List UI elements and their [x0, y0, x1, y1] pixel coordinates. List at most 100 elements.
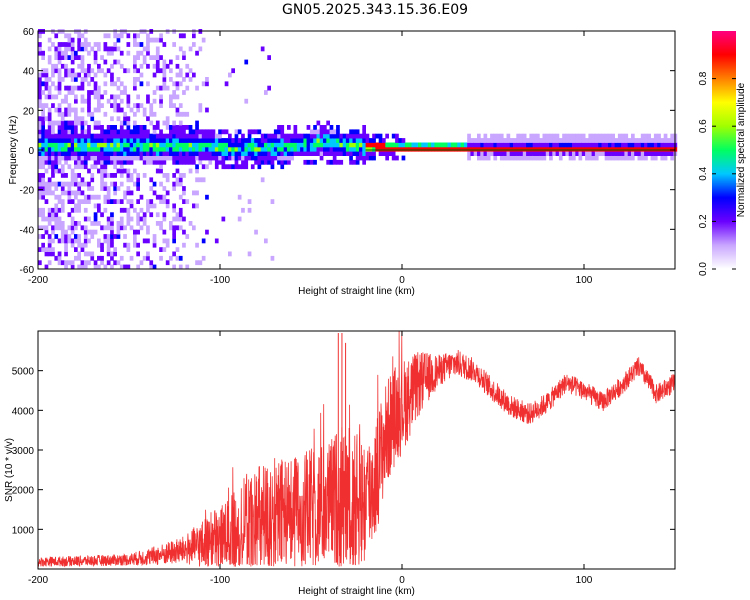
heat-cell [87, 94, 91, 100]
heat-cell [41, 190, 45, 196]
heat-cell [175, 159, 180, 165]
heat-cell [293, 129, 298, 135]
heat-cell [142, 151, 147, 156]
heat-cell [182, 125, 186, 130]
heat-cell [113, 190, 117, 196]
heat-cell [395, 146, 399, 152]
heat-cell [293, 138, 298, 143]
heat-cell [362, 151, 366, 156]
heat-cell [41, 186, 45, 191]
heat-cell [159, 221, 163, 226]
heat-cell [395, 133, 399, 139]
heat-cell [578, 138, 583, 143]
heat-cell [303, 159, 308, 165]
heat-cell [624, 155, 629, 161]
heat-cell [434, 142, 439, 148]
heat-cell [473, 142, 478, 148]
heat-cell [80, 138, 85, 143]
heat-cell [103, 142, 108, 148]
heat-cell [74, 190, 78, 196]
heat-cell [362, 129, 366, 135]
heat-cell [637, 138, 642, 143]
heat-cell [175, 151, 180, 156]
heat-cell [159, 94, 163, 100]
heat-cell [178, 111, 183, 117]
heat-cell [165, 203, 170, 209]
heat-cell [93, 59, 98, 65]
heat-cell [280, 155, 285, 161]
heat-cell [637, 151, 642, 156]
heat-cell [568, 133, 573, 139]
heat-cell [64, 125, 68, 130]
heat-cell [100, 173, 104, 178]
heat-cell [309, 146, 314, 152]
heat-cell [57, 111, 62, 117]
heat-cell [100, 55, 104, 60]
heat-cell [549, 142, 553, 148]
heat-cell [526, 138, 530, 143]
heat-cell [44, 159, 49, 165]
heat-cell [178, 72, 183, 78]
heat-cell [38, 159, 42, 165]
heat-cell [192, 72, 196, 78]
heat-cell [152, 190, 157, 196]
heat-cell [175, 177, 180, 183]
heat-cell [38, 225, 42, 231]
heat-cell [60, 142, 65, 148]
heat-cell [162, 68, 167, 74]
heat-cell [359, 133, 363, 139]
heat-cell [87, 107, 91, 113]
heat-cell [103, 111, 108, 117]
heat-cell [51, 251, 55, 257]
y-tick-label: 4000 [12, 406, 35, 417]
heat-cell [175, 55, 180, 60]
heat-cell [133, 207, 137, 213]
heat-cell [80, 42, 85, 47]
heat-cell [349, 138, 353, 143]
heat-cell [93, 107, 98, 113]
heat-cell [136, 181, 140, 187]
heat-cell [47, 111, 52, 117]
heat-cell [93, 120, 98, 126]
heat-cell [155, 151, 160, 156]
heat-cell [47, 216, 52, 222]
heat-cell [247, 207, 252, 213]
heat-cell [74, 194, 78, 200]
heat-cell [359, 151, 363, 156]
heat-cell [70, 50, 75, 56]
heat-cell [97, 155, 101, 161]
heat-cell [657, 138, 661, 143]
heat-cell [169, 129, 173, 135]
heat-cell [273, 146, 278, 152]
heat-cell [64, 151, 68, 156]
heat-cell [44, 138, 49, 143]
heat-cell [113, 151, 117, 156]
heat-cell [631, 142, 635, 148]
heat-cell [421, 146, 425, 152]
heat-cell [123, 151, 127, 156]
heat-cell [549, 155, 553, 161]
heat-cell [549, 146, 553, 152]
heat-cell [647, 138, 651, 143]
heat-cell [522, 151, 527, 156]
heat-cell [64, 138, 68, 143]
heat-cell [162, 155, 167, 161]
heat-cell [136, 251, 140, 257]
heat-cell [162, 133, 167, 139]
heat-cell [41, 247, 45, 252]
heat-cell [103, 164, 108, 170]
heat-cell [41, 129, 45, 135]
heat-cell [270, 164, 275, 170]
heat-cell [110, 229, 114, 235]
y-tick-label: 20 [23, 106, 35, 117]
heat-cell [106, 46, 111, 52]
heat-cell [47, 46, 52, 52]
heat-cell [267, 155, 271, 161]
heat-cell [123, 225, 127, 231]
heat-cell [165, 138, 170, 143]
heat-cell [532, 151, 537, 156]
heat-cell [165, 190, 170, 196]
heat-cell [572, 142, 576, 148]
heat-cell [60, 125, 65, 130]
heat-cell [336, 138, 340, 143]
